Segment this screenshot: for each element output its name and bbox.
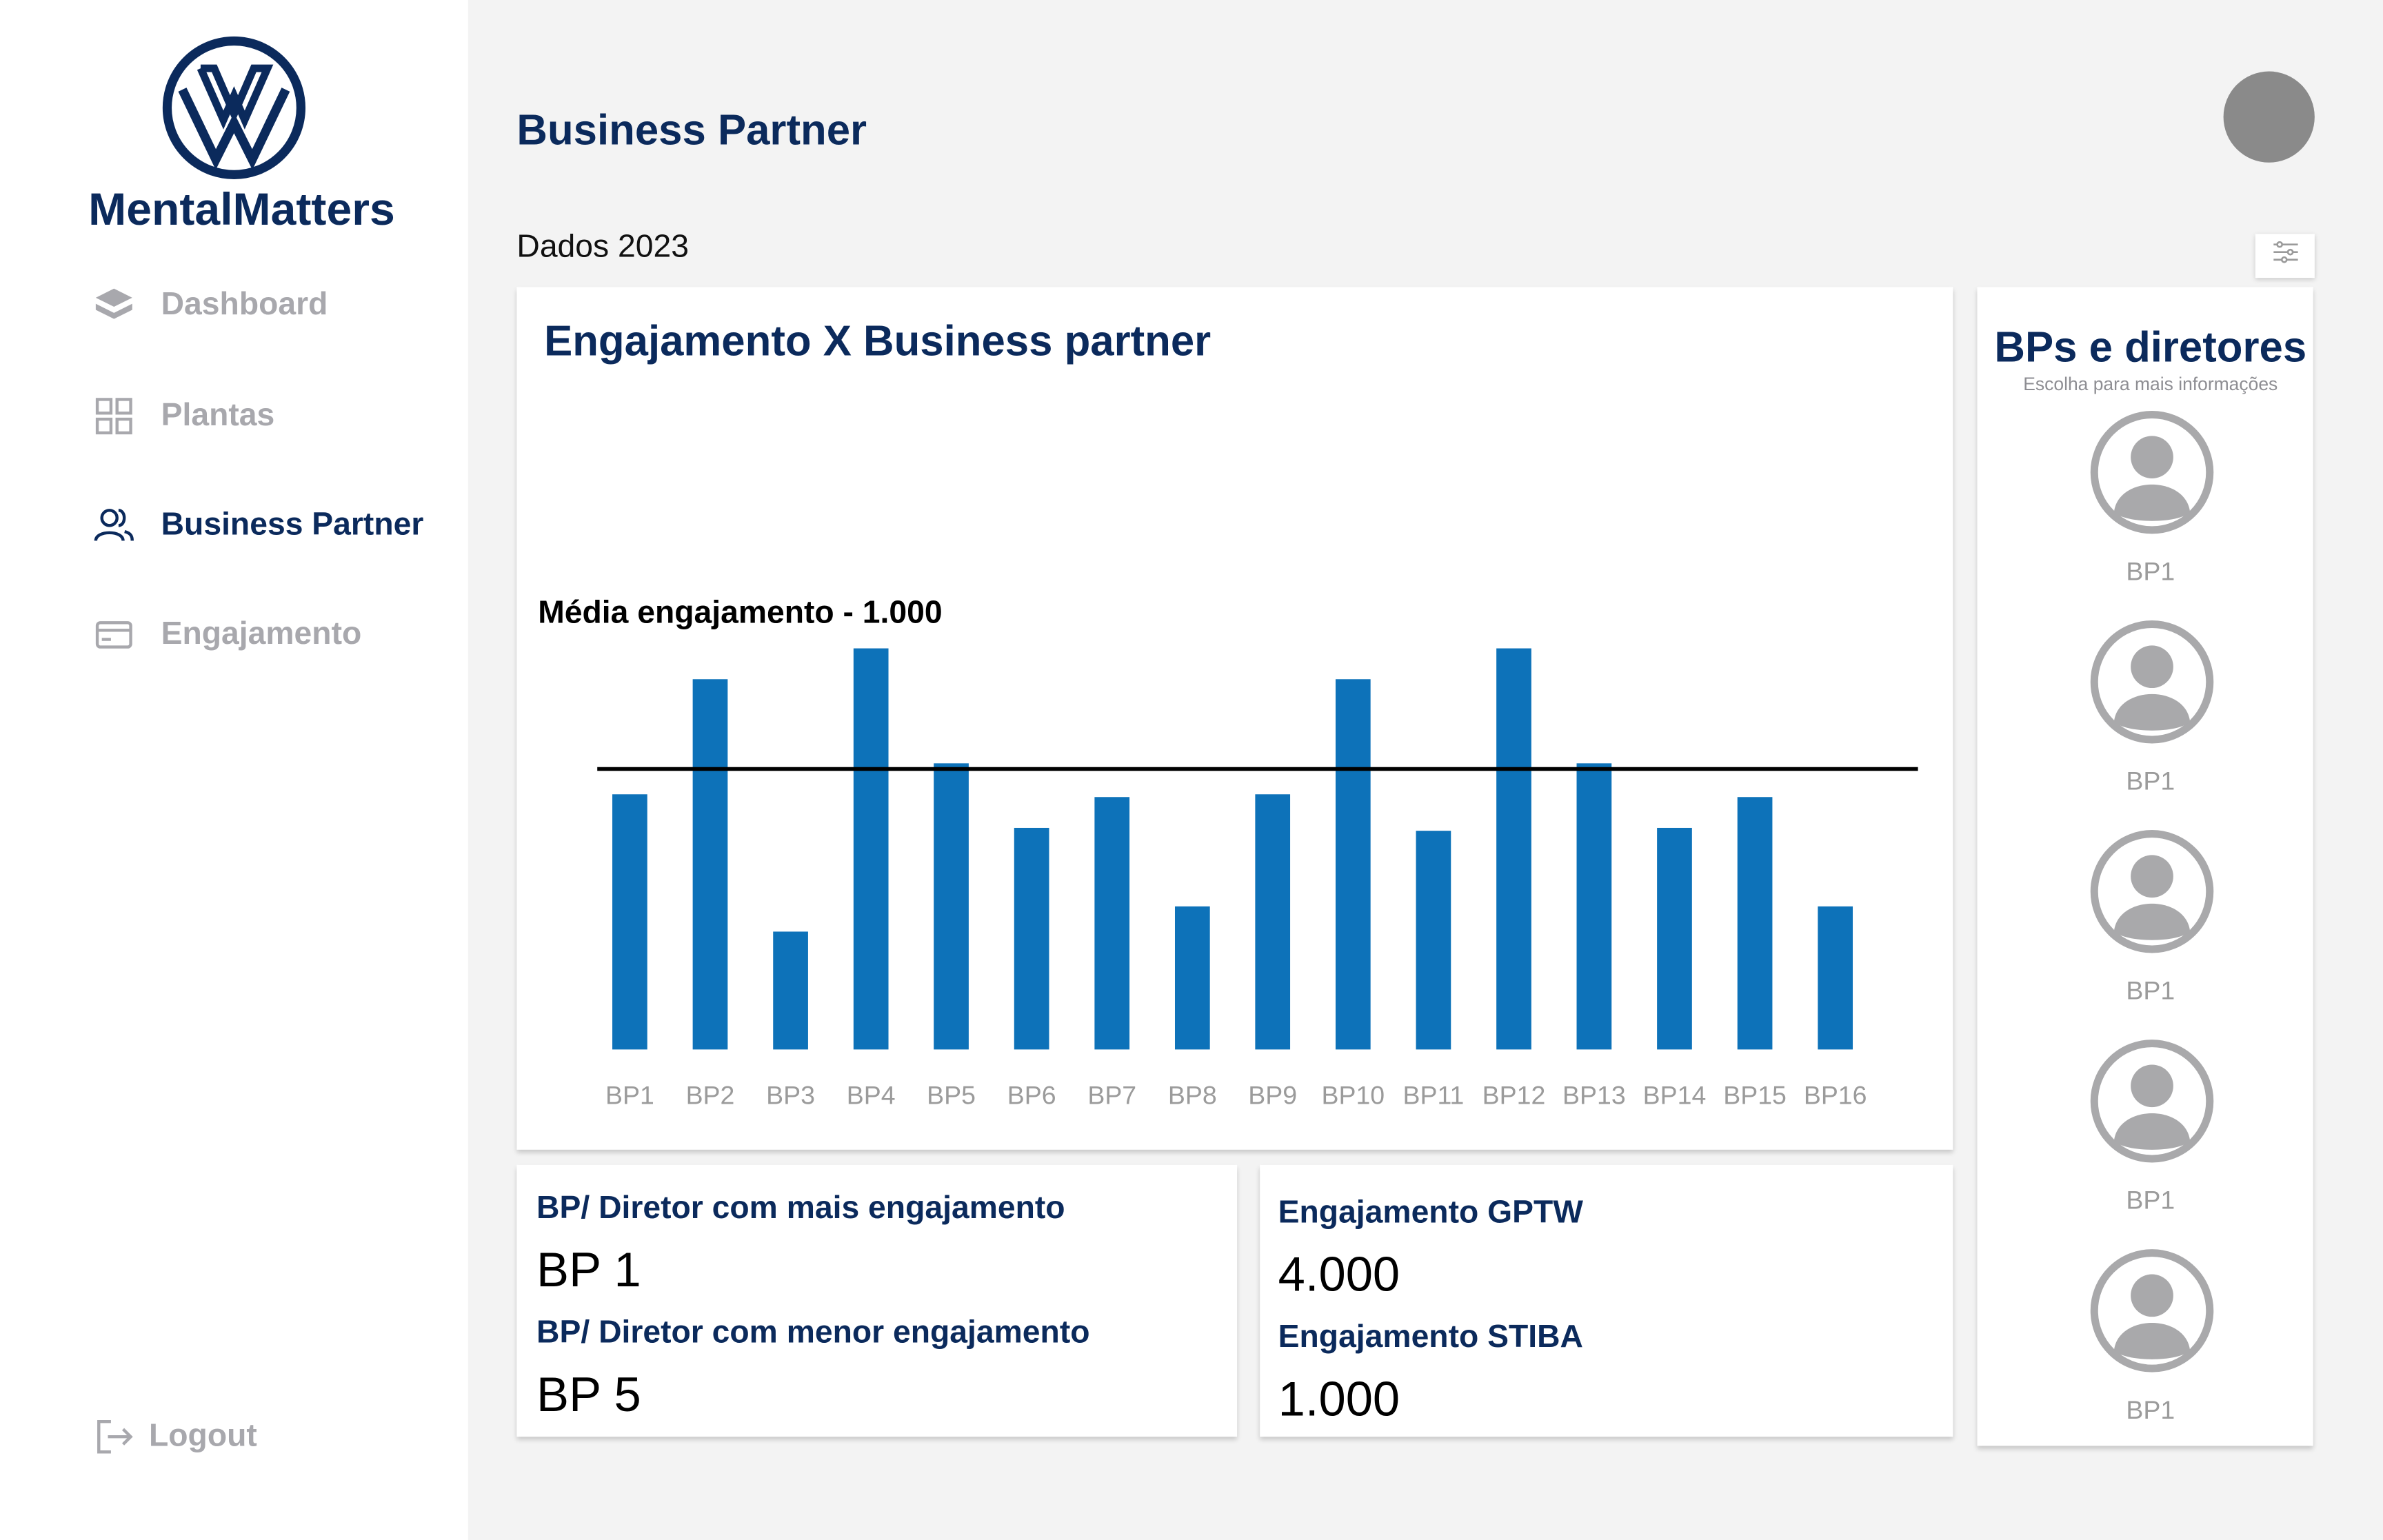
average-annotation: Média engajamento - 1.000 [538, 594, 942, 629]
sidebar-item-business-partner[interactable]: Business Partner [91, 500, 423, 551]
bar-bp9 [1255, 794, 1291, 1050]
logout-label: Logout [149, 1418, 257, 1454]
bp-name: BP1 [2126, 1395, 2175, 1425]
bar-bp4 [853, 648, 889, 1050]
logout-icon [91, 1414, 137, 1459]
sliders-icon [2271, 239, 2299, 274]
bar-bp6 [1014, 827, 1049, 1050]
x-tick-label: BP8 [1168, 1081, 1217, 1110]
x-tick-label: BP4 [847, 1081, 896, 1110]
bar-bp11 [1416, 831, 1451, 1050]
sidebar-item-label: Business Partner [161, 507, 424, 543]
person-avatar-icon [2088, 409, 2215, 536]
x-tick-label: BP13 [1562, 1081, 1626, 1110]
bp-directors-panel: BPs e diretores Escolha para mais inform… [1977, 287, 2313, 1446]
bar-bp16 [1818, 906, 1853, 1050]
person-avatar-icon [2088, 828, 2215, 955]
sidebar-item-label: Dashboard [161, 287, 328, 323]
engagement-chart-card: Engajamento X Business partner Média eng… [516, 287, 1953, 1150]
most-engaged-label: BP/ Diretor com mais engajamento [536, 1191, 1065, 1226]
brand-name: MentalMatters [88, 185, 395, 236]
bar-bp7 [1094, 797, 1130, 1050]
least-engaged-value: BP 5 [536, 1366, 641, 1422]
x-tick-label: BP3 [766, 1081, 815, 1110]
bp-name: BP1 [2126, 976, 2175, 1006]
sidebar-item-label: Engajamento [161, 616, 362, 652]
x-tick-label: BP6 [1007, 1081, 1056, 1110]
grid-icon [91, 394, 137, 439]
filter-button[interactable] [2255, 234, 2315, 278]
bar-bp13 [1576, 763, 1612, 1050]
stiba-value: 1.000 [1278, 1371, 1400, 1426]
x-tick-label: BP2 [686, 1081, 735, 1110]
data-year-label: Dados 2023 [516, 229, 690, 265]
x-tick-label: BP14 [1643, 1081, 1707, 1110]
sidebar-item-plantas[interactable]: Plantas [91, 390, 274, 442]
card-icon [91, 612, 137, 658]
bar-bp14 [1657, 827, 1692, 1050]
bar-bp3 [773, 931, 808, 1050]
least-engaged-label: BP/ Diretor com menor engajamento [536, 1315, 1090, 1350]
page-title: Business Partner [516, 106, 867, 154]
bp-ranking-card: BP/ Diretor com mais engajamento BP 1 BP… [516, 1164, 1238, 1437]
bar-bp8 [1174, 906, 1210, 1050]
bar-bp12 [1496, 648, 1531, 1050]
x-tick-label: BP15 [1723, 1081, 1787, 1110]
bp-panel-title: BPs e diretores [1994, 323, 2307, 371]
layers-icon [91, 283, 137, 328]
users-icon [91, 503, 137, 548]
bp-panel-subtitle: Escolha para mais informações [2023, 373, 2278, 395]
x-tick-label: BP9 [1248, 1081, 1297, 1110]
x-tick-label: BP5 [927, 1081, 976, 1110]
sidebar: MentalMatters Dashboard Plantas [0, 0, 468, 1540]
bar-bp10 [1335, 679, 1371, 1050]
bar-bp1 [612, 794, 647, 1050]
bar-bp2 [692, 679, 728, 1050]
gptw-value: 4.000 [1278, 1246, 1400, 1302]
person-avatar-icon [2088, 618, 2215, 746]
gptw-label: Engajamento GPTW [1278, 1195, 1583, 1230]
x-tick-label: BP7 [1087, 1081, 1136, 1110]
x-tick-label: BP1 [605, 1081, 654, 1110]
bp-name: BP1 [2126, 767, 2175, 796]
engagement-scores-card: Engajamento GPTW 4.000 Engajamento STIBA… [1260, 1164, 1953, 1437]
sidebar-item-engajamento[interactable]: Engajamento [91, 609, 361, 660]
chart-title: Engajamento X Business partner [544, 317, 1211, 365]
bp-name: BP1 [2126, 1186, 2175, 1215]
sidebar-item-dashboard[interactable]: Dashboard [91, 279, 328, 331]
person-avatar-icon [2088, 1037, 2215, 1165]
logout-button[interactable]: Logout [91, 1411, 257, 1463]
x-tick-label: BP16 [1804, 1081, 1867, 1110]
vw-logo-icon [161, 35, 308, 181]
person-avatar-icon [2088, 1247, 2215, 1375]
sidebar-item-label: Plantas [161, 398, 275, 433]
bar-bp15 [1737, 797, 1773, 1050]
bar-bp5 [934, 763, 969, 1050]
user-avatar[interactable] [2223, 71, 2315, 163]
x-tick-label: BP12 [1482, 1081, 1546, 1110]
x-tick-label: BP11 [1402, 1081, 1464, 1110]
stiba-label: Engajamento STIBA [1278, 1319, 1584, 1355]
bp-name: BP1 [2126, 557, 2175, 587]
most-engaged-value: BP 1 [536, 1242, 641, 1297]
engagement-bar-chart: Média engajamento - 1.000 BP1 BP2 BP3 BP4 BP… [538, 594, 1918, 1110]
x-tick-label: BP10 [1321, 1081, 1385, 1110]
